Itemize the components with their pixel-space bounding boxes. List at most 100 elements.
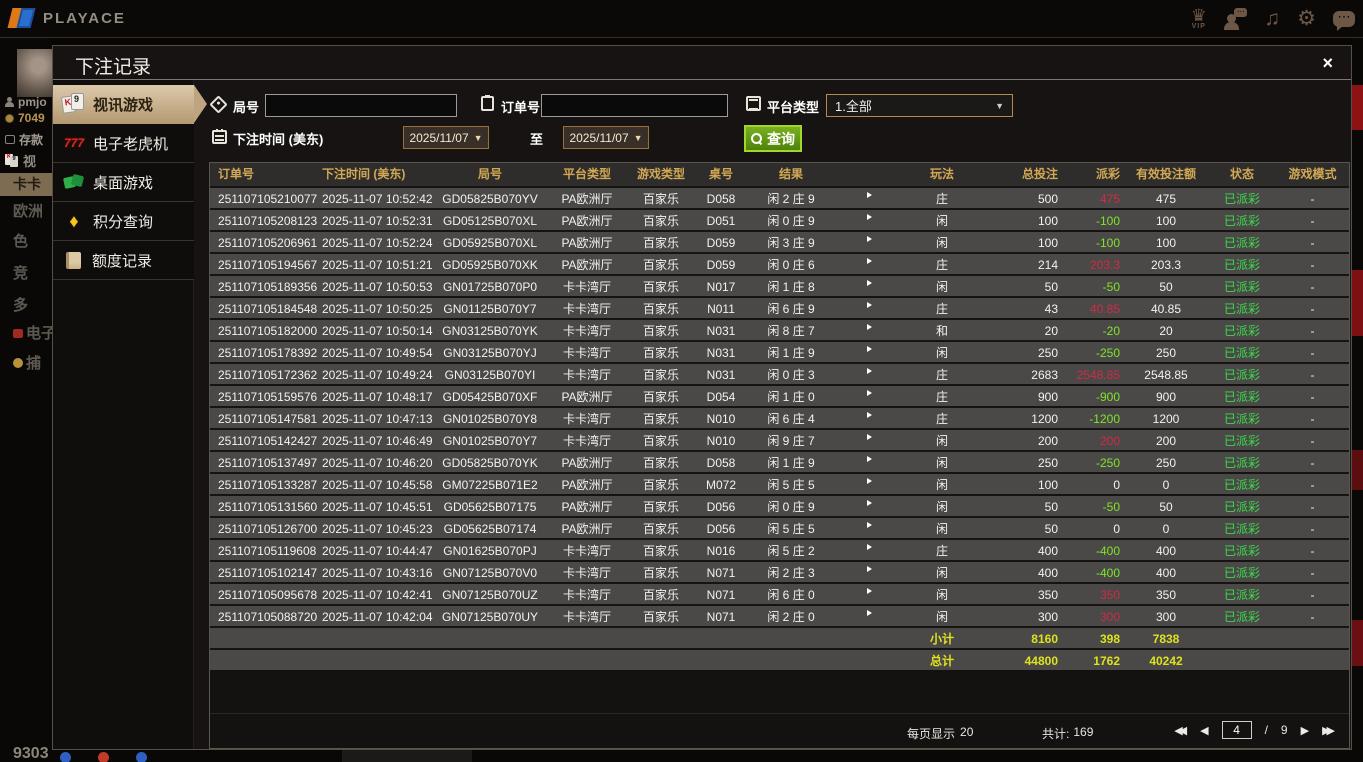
cell-payout: -250 bbox=[1095, 346, 1120, 360]
vip-icon[interactable]: ♛ VIP bbox=[1191, 5, 1207, 30]
cell-platform: 卡卡湾厅 bbox=[562, 588, 611, 602]
cell-result: 闲 1 庄 0 bbox=[767, 390, 815, 404]
cell-bet: 250 bbox=[1037, 346, 1058, 360]
cell-replay bbox=[834, 496, 890, 516]
header-valid: 有效投注额 bbox=[1135, 167, 1196, 181]
cell-platform: 卡卡湾厅 bbox=[562, 544, 611, 558]
table-row: 251107105210077 2025-11-07 10:52:42 GD0582… bbox=[210, 186, 1349, 208]
cell-result: 闲 2 庄 3 bbox=[767, 566, 815, 580]
cell-valid: 100 bbox=[1155, 214, 1177, 228]
cell-play: 闲 bbox=[935, 566, 948, 580]
cell-bet: 350 bbox=[1037, 588, 1058, 602]
cell-play: 庄 bbox=[935, 368, 948, 382]
prev-page-icon[interactable]: ◀ bbox=[1200, 724, 1209, 737]
sidebar-tab-quota[interactable]: 额度记录 bbox=[53, 241, 194, 280]
music-icon[interactable]: ♫ bbox=[1264, 7, 1281, 30]
quota-doc-icon bbox=[66, 251, 81, 269]
cell-bet: 100 bbox=[1037, 478, 1058, 492]
sidebar-tab-points[interactable]: ♦ 积分查询 bbox=[53, 202, 194, 241]
page-input[interactable] bbox=[1221, 721, 1252, 739]
platform-list-icon bbox=[746, 96, 761, 111]
cell-payout: -400 bbox=[1095, 566, 1120, 580]
cell-result: 闲 9 庄 7 bbox=[767, 434, 815, 448]
cell-game: 百家乐 bbox=[642, 192, 679, 206]
header-result: 结果 bbox=[778, 167, 803, 181]
sidebar-tab-label: 积分查询 bbox=[93, 213, 154, 231]
order-number-input[interactable] bbox=[541, 94, 728, 117]
cell-play: 庄 bbox=[935, 412, 948, 426]
table-row: 251107105184548 2025-11-07 10:50:25 GN0112… bbox=[210, 296, 1349, 318]
cell-play: 闲 bbox=[935, 588, 948, 602]
cell-order: 251107105142427 bbox=[218, 434, 318, 448]
cell-valid: 50 bbox=[1159, 280, 1173, 294]
background-lobby-right bbox=[1352, 38, 1363, 762]
customer-service-icon[interactable]: ⋯ bbox=[1223, 7, 1248, 31]
cell-result: 闲 5 庄 5 bbox=[767, 522, 815, 536]
cell-play: 庄 bbox=[935, 302, 948, 316]
cell-round: GD05825B070YV bbox=[442, 192, 538, 206]
cell-mode: - bbox=[1310, 500, 1315, 514]
background-menu-kaka: 卡卡 bbox=[0, 173, 52, 196]
cell-play: 庄 bbox=[935, 544, 948, 558]
cell-status: 已派彩 bbox=[1223, 610, 1260, 624]
cell-play: 庄 bbox=[935, 390, 948, 404]
cell-order: 251107105210077 bbox=[218, 192, 318, 206]
cell-round: GD05625B07174 bbox=[443, 522, 537, 536]
cell-table: D051 bbox=[706, 214, 736, 228]
cell-order: 251107105088720 bbox=[218, 610, 318, 624]
page-separator: / bbox=[1264, 723, 1268, 737]
settings-gear-icon[interactable]: ⚙ bbox=[1297, 7, 1316, 30]
cell-platform: 卡卡湾厅 bbox=[562, 368, 611, 382]
sidebar-tab-table-games[interactable]: 桌面游戏 bbox=[53, 163, 194, 202]
cell-table: D059 bbox=[706, 258, 736, 272]
sidebar-tab-video-games[interactable]: K 9 视讯游戏 bbox=[53, 85, 207, 124]
cell-table: N031 bbox=[706, 324, 736, 338]
cell-mode: - bbox=[1310, 544, 1315, 558]
cell-replay bbox=[834, 430, 890, 450]
cell-replay bbox=[834, 188, 890, 208]
date-from-select[interactable]: 2025/11/07 ▼ bbox=[403, 126, 489, 149]
cell-result: 闲 6 庄 9 bbox=[767, 302, 815, 316]
round-number-input[interactable] bbox=[265, 94, 457, 117]
cell-order: 251107105147581 bbox=[218, 412, 318, 426]
cell-result: 闲 0 庄 9 bbox=[767, 500, 815, 514]
order-number-label: 订单号 bbox=[501, 100, 541, 115]
cell-table: N011 bbox=[707, 302, 735, 316]
sidebar-tab-slots[interactable]: 777 电子老虎机 bbox=[53, 124, 194, 163]
header-game: 游戏类型 bbox=[636, 167, 685, 181]
close-icon[interactable]: × bbox=[1322, 53, 1333, 73]
cell-play: 闲 bbox=[935, 214, 948, 228]
cell-result: 闲 6 庄 4 bbox=[767, 412, 815, 426]
chat-bubble-icon[interactable]: ⋯ bbox=[1333, 10, 1355, 31]
cell-status: 已派彩 bbox=[1223, 192, 1260, 206]
cell-payout: 0 bbox=[1113, 478, 1120, 492]
cell-platform: PA欧洲厅 bbox=[561, 478, 613, 492]
next-page-icon[interactable]: ▶ bbox=[1300, 724, 1310, 737]
cell-mode: - bbox=[1310, 324, 1315, 338]
table-row: 251107105178392 2025-11-07 10:49:54 GN0312… bbox=[210, 340, 1349, 362]
platform-type-select[interactable]: 1.全部 ▼ bbox=[826, 94, 1013, 117]
cell-order: 251107105131560 bbox=[218, 500, 318, 514]
cell-round: GN07125B070UZ bbox=[442, 588, 538, 602]
sidebar-tab-label: 电子老虎机 bbox=[93, 135, 169, 153]
cell-play: 闲 bbox=[935, 478, 948, 492]
cell-replay bbox=[834, 254, 890, 274]
cell-bet: 1200 bbox=[1031, 412, 1058, 426]
cell-bet: 200 bbox=[1037, 434, 1058, 448]
search-button[interactable]: 查询 bbox=[744, 125, 802, 152]
cell-game: 百家乐 bbox=[642, 434, 679, 448]
header-round: 局号 bbox=[477, 167, 502, 181]
cell-play: 闲 bbox=[935, 456, 948, 470]
last-page-icon[interactable]: ▶▶ bbox=[1322, 724, 1335, 737]
date-to-select[interactable]: 2025/11/07 ▼ bbox=[563, 126, 649, 149]
cell-valid: 300 bbox=[1155, 610, 1177, 624]
cell-platform: 卡卡湾厅 bbox=[562, 302, 611, 316]
cell-replay bbox=[834, 386, 890, 406]
table-header-row: 订单号 下注时间 (美东) 局号 平台类型 游戏类型 桌号 结果 玩法 总投注 派彩 有效投注额 状态… bbox=[210, 163, 1349, 186]
cell-valid: 250 bbox=[1155, 346, 1177, 360]
cell-table: N010 bbox=[706, 434, 736, 448]
first-page-icon[interactable]: ◀◀ bbox=[1174, 724, 1187, 737]
cell-replay bbox=[834, 408, 890, 428]
cell-bet: 50 bbox=[1044, 500, 1058, 514]
